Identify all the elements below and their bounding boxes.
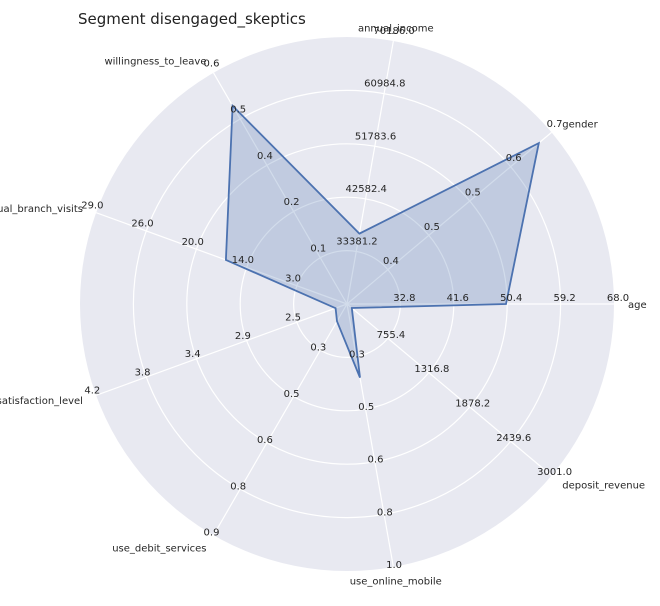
tick-label-annual_income-3: 51783.6 bbox=[355, 131, 396, 142]
axis-spokes bbox=[95, 40, 614, 568]
spoke-deposit_revenue bbox=[346, 303, 552, 477]
axis-label-age: age bbox=[628, 300, 647, 311]
tick-label-gender-5: 0.7 bbox=[547, 119, 563, 130]
axis-label-annual_branch_visits: annual_branch_visits bbox=[0, 204, 83, 215]
spoke-service_satisfaction_level bbox=[95, 303, 348, 396]
series-line bbox=[224, 103, 541, 378]
tick-label-age-2: 41.6 bbox=[447, 293, 469, 304]
tick-label-annual_branch_visits-4: 26.0 bbox=[131, 219, 153, 230]
axis-label-use_online_mobile: use_online_mobile bbox=[350, 577, 442, 588]
tick-label-age-3: 50.4 bbox=[500, 293, 522, 304]
tick-label-age-1: 32.8 bbox=[393, 293, 415, 304]
tick-label-service_satisfaction_level-1: 2.5 bbox=[285, 313, 301, 324]
tick-label-annual_branch_visits-5: 29.0 bbox=[81, 200, 103, 211]
axis-labels: age gender annual_income willingness_to_lea… bbox=[0, 23, 647, 587]
spoke-use_online_mobile bbox=[346, 303, 394, 568]
spoke-annual_branch_visits bbox=[95, 212, 348, 305]
series-layer bbox=[224, 103, 541, 378]
tick-label-service_satisfaction_level-4: 3.8 bbox=[135, 367, 151, 378]
tick-label-gender-2: 0.5 bbox=[424, 222, 440, 233]
spoke-use_debit_services bbox=[212, 303, 348, 536]
tick-label-annual_income-4: 60984.8 bbox=[364, 79, 405, 90]
tick-label-willingness_to_leave-3: 0.4 bbox=[257, 151, 273, 162]
spoke-gender bbox=[346, 131, 552, 305]
tick-label-annual_income-1: 33381.2 bbox=[336, 236, 377, 247]
tick-label-willingness_to_leave-4: 0.5 bbox=[230, 105, 246, 116]
tick-label-service_satisfaction_level-3: 3.4 bbox=[185, 349, 201, 360]
tick-label-service_satisfaction_level-2: 2.9 bbox=[235, 331, 251, 342]
tick-label-deposit_revenue-3: 1878.2 bbox=[455, 399, 490, 410]
chart-title: Segment disengaged_skeptics bbox=[78, 10, 306, 29]
tick-label-use_debit_services-1: 0.3 bbox=[310, 343, 326, 354]
tick-label-gender-4: 0.6 bbox=[506, 153, 522, 164]
spoke-annual_income bbox=[346, 40, 394, 305]
tick-label-annual_income-2: 42582.4 bbox=[346, 184, 387, 195]
tick-label-use_debit_services-2: 0.5 bbox=[284, 389, 300, 400]
tick-label-use_online_mobile-5: 1.0 bbox=[386, 560, 402, 571]
series-area bbox=[225, 105, 539, 378]
tick-labels: 32.8 41.6 50.4 59.2 68.0 0.4 0.5 0.5 0.6 0.7 33381… bbox=[81, 26, 629, 571]
axis-label-gender: gender bbox=[562, 119, 598, 130]
tick-label-annual_branch_visits-1: 3.0 bbox=[285, 273, 301, 284]
tick-label-use_online_mobile-1: 0.3 bbox=[349, 350, 365, 361]
tick-label-gender-1: 0.4 bbox=[383, 256, 399, 267]
tick-label-use_debit_services-4: 0.8 bbox=[230, 481, 246, 492]
tick-label-use_online_mobile-2: 0.5 bbox=[358, 402, 374, 413]
tick-label-deposit_revenue-2: 1316.8 bbox=[414, 364, 449, 375]
tick-label-willingness_to_leave-1: 0.1 bbox=[310, 243, 326, 254]
tick-label-willingness_to_leave-2: 0.2 bbox=[284, 197, 300, 208]
axis-label-deposit_revenue: deposit_revenue bbox=[562, 481, 645, 492]
tick-label-use_debit_services-3: 0.6 bbox=[257, 435, 273, 446]
tick-label-use_debit_services-5: 0.9 bbox=[204, 528, 220, 539]
tick-label-deposit_revenue-1: 755.4 bbox=[377, 330, 406, 341]
tick-label-age-4: 59.2 bbox=[553, 293, 575, 304]
tick-label-annual_income-5: 70186.0 bbox=[373, 26, 414, 37]
axis-label-willingness_to_leave: willingness_to_leave bbox=[104, 57, 206, 68]
tick-label-gender-3: 0.5 bbox=[465, 187, 481, 198]
tick-label-use_online_mobile-3: 0.6 bbox=[368, 455, 384, 466]
spoke-willingness_to_leave bbox=[212, 72, 348, 305]
tick-label-use_online_mobile-4: 0.8 bbox=[377, 507, 393, 518]
tick-label-service_satisfaction_level-5: 4.2 bbox=[84, 386, 100, 397]
tick-label-deposit_revenue-4: 2439.6 bbox=[496, 433, 531, 444]
tick-label-willingness_to_leave-5: 0.6 bbox=[204, 58, 220, 69]
tick-label-age-5: 68.0 bbox=[607, 293, 629, 304]
axis-label-annual_income: annual_income bbox=[358, 23, 434, 34]
tick-label-annual_branch_visits-2: 14.0 bbox=[232, 255, 254, 266]
tick-label-deposit_revenue-5: 3001.0 bbox=[537, 467, 572, 478]
tick-label-annual_branch_visits-3: 20.0 bbox=[182, 237, 204, 248]
axis-label-use_debit_services: use_debit_services bbox=[112, 543, 206, 554]
